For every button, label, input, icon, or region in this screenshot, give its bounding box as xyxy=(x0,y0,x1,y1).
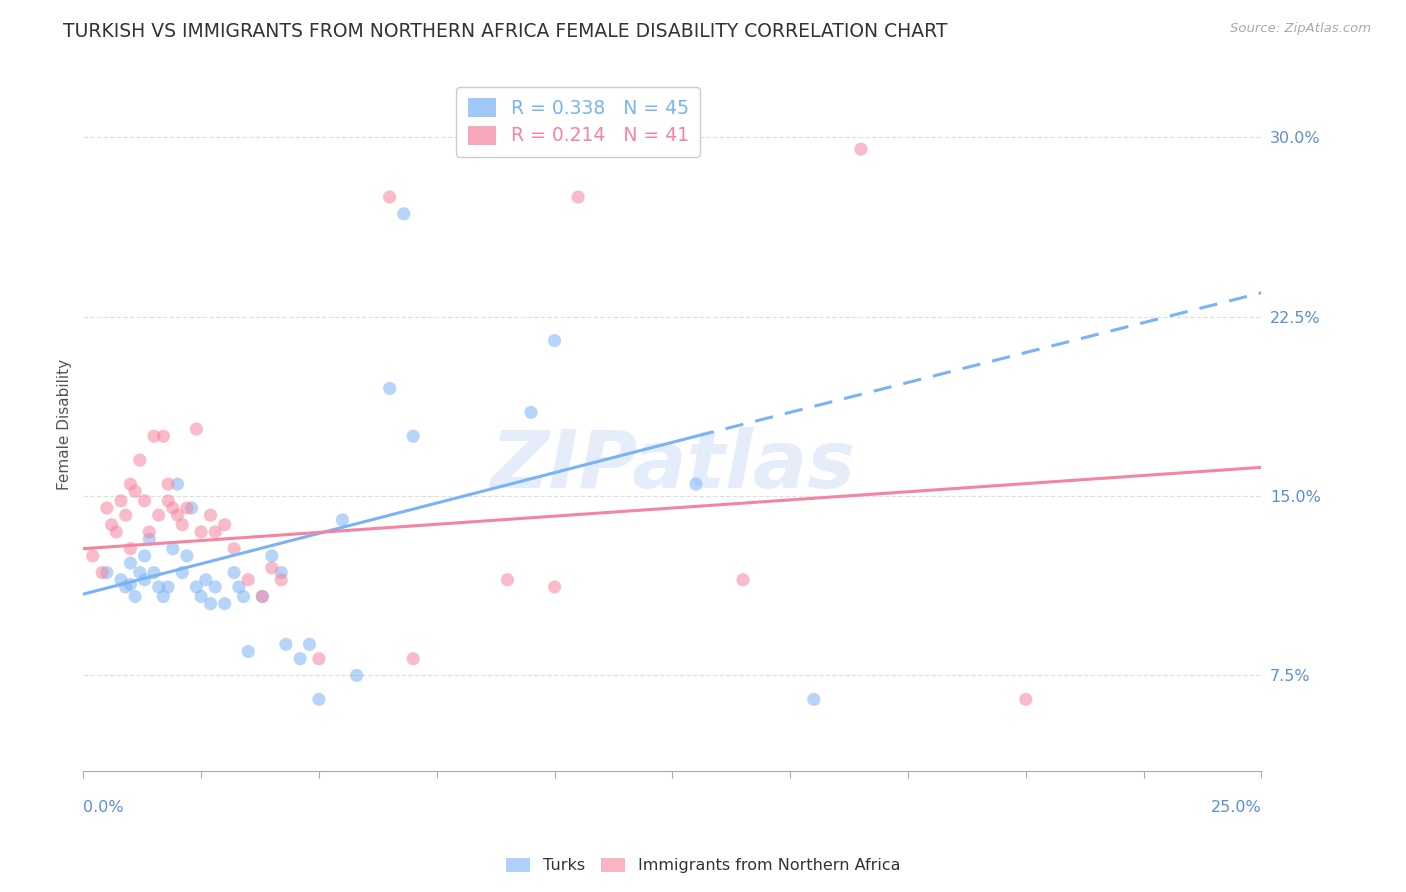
Point xyxy=(176,549,198,563)
Text: 25.0%: 25.0% xyxy=(1211,800,1261,815)
Point xyxy=(186,580,208,594)
Point xyxy=(224,541,246,556)
Point xyxy=(120,477,142,491)
Legend: Turks, Immigrants from Northern Africa: Turks, Immigrants from Northern Africa xyxy=(499,851,907,880)
Point xyxy=(224,566,246,580)
Point xyxy=(96,501,118,516)
Point xyxy=(200,508,222,523)
Point xyxy=(166,508,188,523)
Point xyxy=(270,566,292,580)
Point xyxy=(228,580,250,594)
Point xyxy=(124,590,146,604)
Point xyxy=(172,566,194,580)
Point xyxy=(91,566,114,580)
Point xyxy=(157,477,180,491)
Point xyxy=(392,207,415,221)
Point xyxy=(110,493,132,508)
Point xyxy=(120,577,142,591)
Point xyxy=(100,517,122,532)
Point xyxy=(803,692,825,706)
Point xyxy=(134,573,156,587)
Point xyxy=(134,493,156,508)
Point xyxy=(496,573,519,587)
Point xyxy=(238,573,260,587)
Point xyxy=(190,524,212,539)
Point xyxy=(152,429,174,443)
Point xyxy=(152,590,174,604)
Point xyxy=(110,573,132,587)
Point xyxy=(162,501,184,516)
Point xyxy=(252,590,274,604)
Point xyxy=(252,590,274,604)
Text: TURKISH VS IMMIGRANTS FROM NORTHERN AFRICA FEMALE DISABILITY CORRELATION CHART: TURKISH VS IMMIGRANTS FROM NORTHERN AFRI… xyxy=(63,22,948,41)
Text: ZIPatlas: ZIPatlas xyxy=(489,427,855,505)
Point xyxy=(157,580,180,594)
Point xyxy=(214,517,236,532)
Legend: R = 0.338   N = 45, R = 0.214   N = 41: R = 0.338 N = 45, R = 0.214 N = 41 xyxy=(457,87,700,157)
Point xyxy=(543,334,565,348)
Point xyxy=(128,453,150,467)
Point xyxy=(128,566,150,580)
Point xyxy=(238,644,260,658)
Point xyxy=(138,524,160,539)
Text: Source: ZipAtlas.com: Source: ZipAtlas.com xyxy=(1230,22,1371,36)
Point xyxy=(685,477,707,491)
Point xyxy=(172,517,194,532)
Point xyxy=(308,651,330,665)
Point xyxy=(148,580,170,594)
Point xyxy=(180,501,202,516)
Point xyxy=(120,556,142,570)
Point xyxy=(157,493,180,508)
Point xyxy=(176,501,198,516)
Point xyxy=(148,508,170,523)
Point xyxy=(124,484,146,499)
Point xyxy=(105,524,128,539)
Point xyxy=(543,580,565,594)
Point xyxy=(849,142,872,156)
Point xyxy=(214,597,236,611)
Point xyxy=(232,590,254,604)
Point xyxy=(298,637,321,651)
Point xyxy=(402,651,425,665)
Point xyxy=(138,532,160,546)
Point xyxy=(166,477,188,491)
Point xyxy=(120,541,142,556)
Point xyxy=(270,573,292,587)
Point xyxy=(204,524,226,539)
Point xyxy=(288,651,311,665)
Point xyxy=(260,549,283,563)
Point xyxy=(402,429,425,443)
Point xyxy=(378,381,401,395)
Point xyxy=(274,637,297,651)
Point xyxy=(162,541,184,556)
Text: 0.0%: 0.0% xyxy=(83,800,124,815)
Point xyxy=(114,508,136,523)
Point xyxy=(82,549,104,563)
Point xyxy=(143,429,166,443)
Point xyxy=(332,513,354,527)
Point xyxy=(194,573,217,587)
Point xyxy=(346,668,368,682)
Point xyxy=(378,190,401,204)
Point xyxy=(134,549,156,563)
Point xyxy=(260,561,283,575)
Point xyxy=(200,597,222,611)
Point xyxy=(567,190,589,204)
Point xyxy=(308,692,330,706)
Point xyxy=(204,580,226,594)
Point xyxy=(186,422,208,436)
Point xyxy=(96,566,118,580)
Point xyxy=(733,573,755,587)
Point xyxy=(190,590,212,604)
Point xyxy=(143,566,166,580)
Y-axis label: Female Disability: Female Disability xyxy=(58,359,72,490)
Point xyxy=(1015,692,1038,706)
Point xyxy=(520,405,543,419)
Point xyxy=(114,580,136,594)
